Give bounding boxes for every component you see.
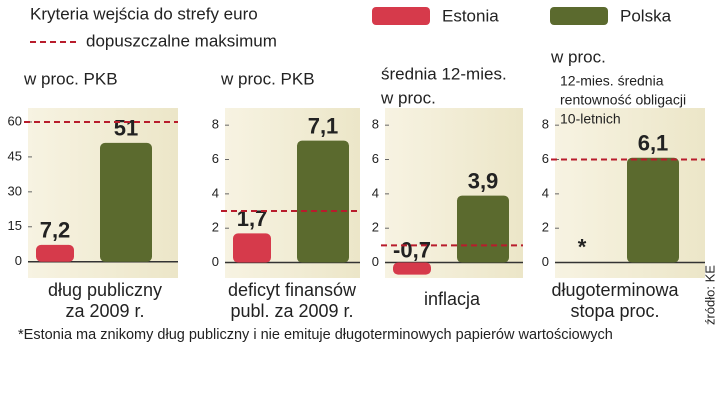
y-tick-label: 0 <box>15 253 22 268</box>
y-tick-label: 30 <box>8 183 22 198</box>
value-label: 3,9 <box>468 168 499 193</box>
y-tick-label: 45 <box>8 148 22 163</box>
reference-legend-label: dopuszczalne maksimum <box>86 31 277 50</box>
y-tick-label: 2 <box>212 220 219 235</box>
subtitle: w proc. PKB <box>220 69 315 88</box>
annotation: 10-letnich <box>560 111 621 127</box>
legend-swatch <box>372 7 430 25</box>
annotation: 12-mies. średnia <box>560 73 664 89</box>
bar <box>100 142 152 262</box>
y-tick-label: 4 <box>542 185 549 200</box>
x-label: publ. za 2009 r. <box>230 301 353 321</box>
y-tick-label: 0 <box>542 254 549 269</box>
bar <box>297 140 349 263</box>
y-tick-label: 6 <box>372 151 379 166</box>
y-tick-label: 4 <box>372 185 379 200</box>
y-tick-label: 6 <box>212 151 219 166</box>
y-tick-label: 2 <box>542 220 549 235</box>
legend-label: Polska <box>620 6 672 25</box>
x-label: długoterminowa <box>551 280 679 300</box>
value-label: 1,7 <box>237 206 268 231</box>
value-label: -0,7 <box>393 237 431 262</box>
x-label: inflacja <box>424 289 481 309</box>
y-tick-label: 0 <box>212 254 219 269</box>
bar <box>393 262 431 275</box>
y-tick-label: 8 <box>542 117 549 132</box>
source: źródło: KE <box>702 265 717 325</box>
subtitle: w proc. <box>550 47 606 66</box>
footnote: *Estonia ma znikomy dług publiczny i nie… <box>18 327 613 343</box>
y-tick-label: 8 <box>212 117 219 132</box>
y-tick-label: 0 <box>372 254 379 269</box>
x-label: stopa proc. <box>570 301 659 321</box>
x-label: za 2009 r. <box>65 301 144 321</box>
title: Kryteria wejścia do strefy euro <box>30 4 258 23</box>
x-label: dług publiczny <box>48 280 162 300</box>
y-tick-label: 2 <box>372 220 379 235</box>
y-tick-label: 4 <box>212 185 219 200</box>
legend-swatch <box>550 7 608 25</box>
y-tick-label: 8 <box>372 117 379 132</box>
value-label: 6,1 <box>638 131 669 156</box>
y-tick-label: 6 <box>542 151 549 166</box>
subtitle: w proc. <box>380 88 436 107</box>
subtitle: w proc. PKB <box>23 69 118 88</box>
value-label: * <box>578 234 587 259</box>
bar <box>36 244 74 262</box>
x-label: deficyt finansów <box>228 280 357 300</box>
bar <box>627 157 679 263</box>
bar <box>457 195 509 263</box>
bar <box>233 233 271 263</box>
annotation: rentowność obligacji <box>560 92 686 108</box>
y-tick-label: 15 <box>8 218 22 233</box>
legend-label: Estonia <box>442 6 499 25</box>
subtitle: średnia 12-mies. <box>381 64 507 83</box>
value-label: 7,1 <box>308 113 339 138</box>
value-label: 7,2 <box>40 218 71 243</box>
y-tick-label: 60 <box>8 113 22 128</box>
value-label: 51 <box>114 116 138 141</box>
